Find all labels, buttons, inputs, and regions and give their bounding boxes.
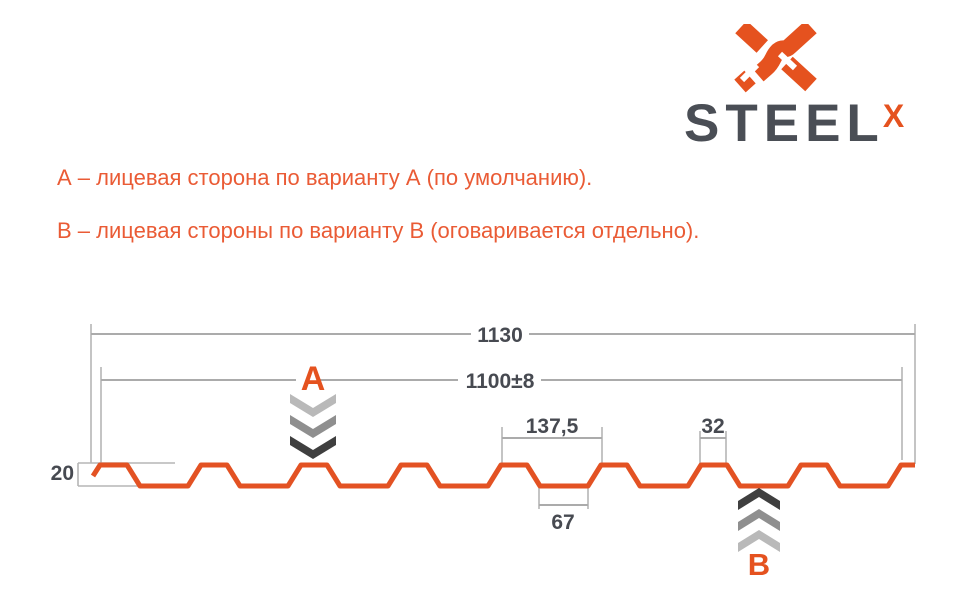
chevron-up-icon — [738, 509, 780, 531]
dim-rib-top: 32 — [699, 415, 727, 464]
dim-67-label: 67 — [551, 511, 574, 534]
dim-20-label: 20 — [51, 462, 74, 485]
sheet-profile-outline — [90, 462, 915, 489]
legend-variant-a: А – лицевая сторона по варианту А (по ум… — [57, 165, 593, 190]
chevron-up-icon — [738, 488, 780, 510]
logo-arm-top-left — [735, 24, 771, 56]
profile-drawing: 1130 1100±8 137,5 32 — [51, 324, 916, 582]
steelx-wordmark: STEEL X — [684, 97, 906, 150]
side-a-letter: А — [301, 360, 326, 398]
dim-32-label: 32 — [701, 415, 724, 438]
chevron-down-icon — [290, 436, 336, 459]
logo-gap-1 — [752, 35, 777, 62]
dim-valley-width: 67 — [538, 487, 589, 534]
logo-gap-3 — [739, 62, 760, 83]
side-a-chevrons — [290, 394, 336, 459]
side-b-chevrons — [738, 488, 780, 552]
steelx-logo-icon — [734, 24, 817, 93]
logo-arm-bottom-left — [734, 70, 756, 93]
dim-137-label: 137,5 — [526, 415, 579, 438]
chevron-up-icon — [738, 530, 780, 552]
dim-working-width: 1100±8 — [100, 367, 903, 463]
chevron-down-icon — [290, 394, 336, 417]
wordmark-steel-text: STEEL — [684, 94, 885, 153]
chevron-down-icon — [290, 415, 336, 438]
dim-1100-label: 1100±8 — [466, 370, 535, 393]
logo-gap-2 — [777, 51, 798, 71]
wordmark-superscript-x: X — [882, 98, 905, 134]
dim-overall-width: 1130 — [90, 324, 916, 464]
logo-arm-top-right-s — [752, 24, 817, 82]
dim-rib-pitch: 137,5 — [501, 415, 603, 464]
side-b-letter: В — [748, 547, 770, 582]
legend-variant-b: В – лицевая стороны по варианту В (огова… — [57, 218, 700, 243]
dim-1130-label: 1130 — [477, 324, 523, 347]
